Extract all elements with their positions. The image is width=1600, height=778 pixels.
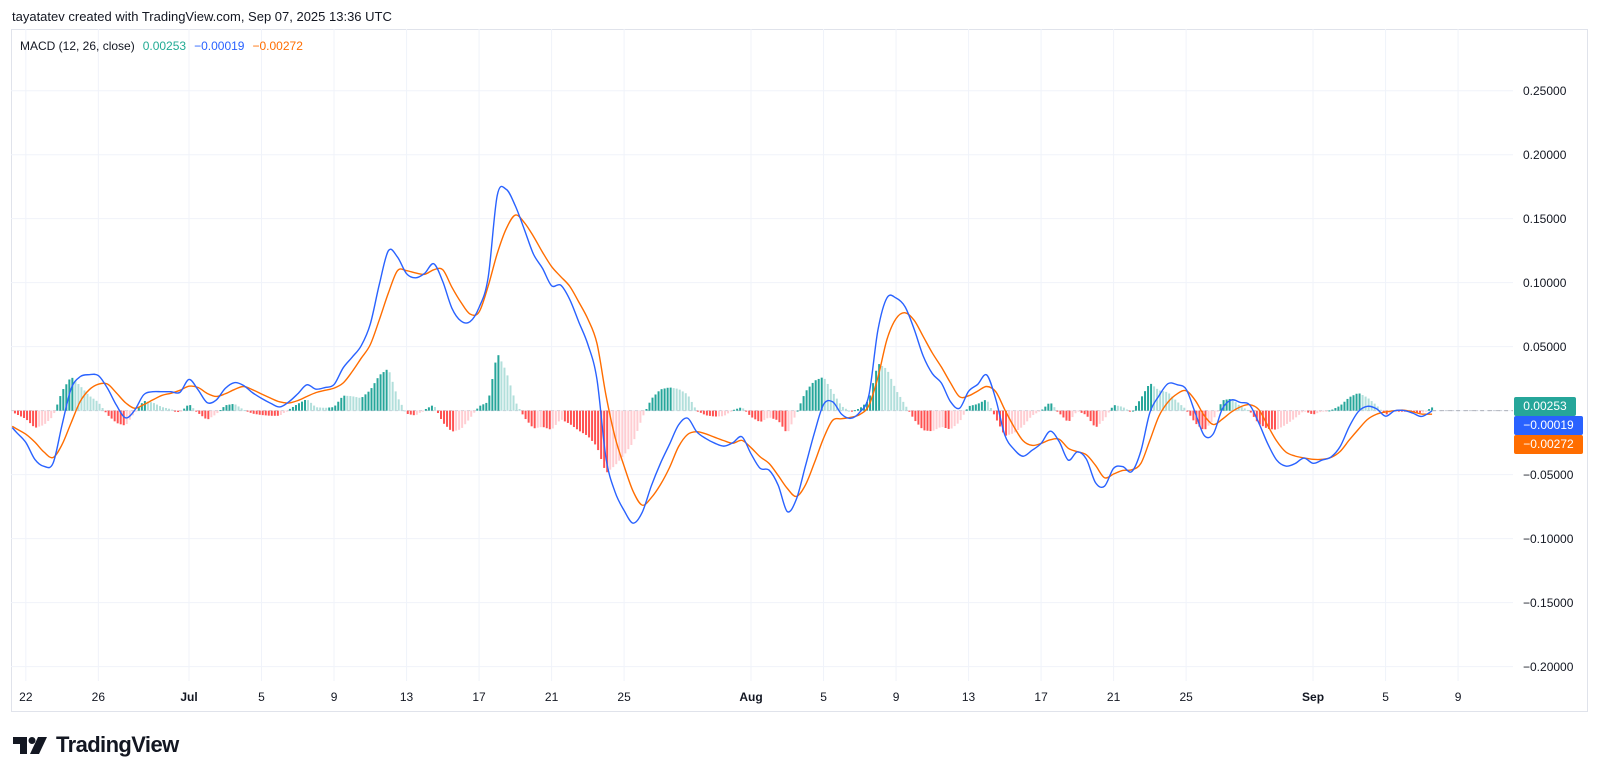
time-axis-label: 5 — [820, 690, 827, 704]
tradingview-logo-text: TradingView — [56, 732, 179, 757]
time-axis-label: 17 — [1034, 690, 1048, 704]
legend-macd-value: −0.00019 — [194, 39, 245, 53]
legend-histogram-value: 0.00253 — [142, 39, 187, 53]
time-axis-label: 5 — [1382, 690, 1389, 704]
time-axis-label: 9 — [330, 690, 338, 704]
time-axis-label: 13 — [961, 690, 976, 704]
attribution-text: tayatatev created with TradingView.com, … — [12, 9, 392, 24]
time-axis-label: 5 — [258, 690, 265, 704]
tradingview-logo: TradingView — [13, 733, 179, 757]
time-axis-label: 13 — [399, 690, 414, 704]
price-axis-label: −0.20000 — [1523, 659, 1574, 674]
time-axis-label: 22 — [19, 690, 33, 704]
time-axis-label: 17 — [472, 690, 486, 704]
indicator-title: MACD (12, 26, close) — [20, 39, 135, 53]
price-axis-label: 0.05000 — [1523, 339, 1567, 354]
time-axis-label: 9 — [1454, 690, 1462, 704]
time-axis-label: Jul — [180, 690, 198, 704]
price-axis-label: −0.15000 — [1523, 595, 1574, 610]
price-axis-label: 0.10000 — [1523, 275, 1567, 290]
time-axis-label: 9 — [892, 690, 900, 704]
macd-last-value-badge: −0.00019 — [1514, 416, 1583, 435]
price-axis-label: 0.20000 — [1523, 147, 1567, 162]
time-axis-label: 21 — [1106, 690, 1121, 704]
time-axis-label: Aug — [739, 690, 763, 704]
time-axis-label: 26 — [91, 690, 106, 704]
time-axis-label: 25 — [617, 690, 631, 704]
indicator-legend: MACD (12, 26, close) 0.00253 −0.00019 −0… — [20, 38, 303, 54]
tradingview-logo-icon — [13, 736, 47, 754]
price-axis-label: 0.15000 — [1523, 211, 1567, 226]
time-axis-label: Sep — [1302, 690, 1325, 704]
price-axis-label: −0.05000 — [1523, 467, 1574, 482]
time-axis-label: 25 — [1179, 690, 1193, 704]
signal-last-value-badge: −0.00272 — [1514, 435, 1583, 454]
macd-plot-pane[interactable] — [11, 29, 1513, 681]
price-axis[interactable] — [1513, 29, 1588, 681]
chart-frame — [11, 29, 1588, 712]
legend-signal-value: −0.00272 — [252, 39, 303, 53]
histogram-last-value-badge: 0.00253 — [1514, 397, 1576, 416]
price-axis-label: 0.25000 — [1523, 83, 1567, 98]
time-axis-label: 21 — [544, 690, 559, 704]
price-axis-label: −0.10000 — [1523, 531, 1574, 546]
